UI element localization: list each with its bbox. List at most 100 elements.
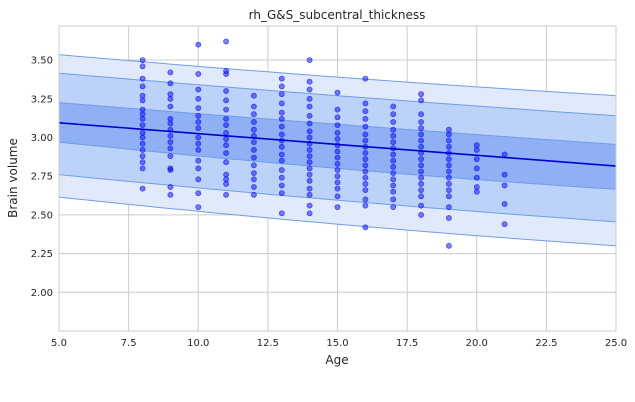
data-point: [473, 156, 480, 162]
data-point: [139, 146, 146, 153]
x-tick-label: 5.0: [51, 338, 67, 349]
data-point: [390, 126, 397, 133]
data-point: [362, 131, 369, 138]
data-point: [418, 156, 424, 162]
data-point: [362, 116, 369, 122]
band-outer-lower-edge: [59, 196, 616, 247]
data-point: [445, 168, 452, 175]
x-tick-label: 22.5: [535, 338, 557, 349]
x-tick-label: 15.0: [326, 338, 348, 349]
data-point: [250, 92, 257, 99]
data-point: [418, 97, 424, 104]
data-point: [278, 182, 285, 189]
data-point: [167, 191, 174, 198]
data-point: [418, 180, 424, 187]
plot-frame: [58, 25, 617, 332]
data-point: [250, 146, 257, 153]
data-point: [334, 129, 341, 136]
band-middle-lower-edge: [59, 174, 616, 223]
data-point: [362, 224, 369, 231]
x-tick-label: 25.0: [605, 338, 627, 349]
data-point: [362, 168, 369, 175]
x-tick-label: 12.5: [257, 338, 279, 349]
data-point: [278, 109, 285, 116]
data-point: [473, 174, 480, 181]
data-point: [250, 170, 257, 176]
data-point: [418, 162, 424, 169]
data-point: [278, 143, 285, 150]
data-point: [306, 57, 313, 63]
data-point: [501, 221, 508, 228]
data-point: [250, 162, 257, 169]
data-point: [223, 38, 229, 45]
data-point: [306, 146, 313, 153]
data-point: [223, 71, 229, 77]
data-point: [306, 185, 313, 192]
data-point: [418, 119, 424, 125]
data-point: [167, 167, 174, 173]
data-point: [139, 153, 146, 159]
y-tick-label: 3.50: [31, 56, 53, 67]
data-point: [362, 108, 369, 115]
data-point: [223, 88, 229, 94]
data-point: [250, 119, 257, 125]
data-point: [362, 187, 369, 193]
data-point: [334, 173, 341, 180]
y-tick-label: 2.00: [31, 288, 53, 299]
data-point: [195, 204, 202, 210]
data-point: [223, 191, 229, 198]
y-tick-label: 2.25: [31, 249, 53, 260]
data-point: [306, 171, 313, 178]
data-point: [139, 159, 146, 166]
data-point: [223, 142, 229, 149]
data-point: [306, 191, 313, 198]
data-point: [390, 163, 397, 170]
data-point: [306, 165, 313, 172]
data-point: [501, 182, 508, 189]
data-point: [167, 145, 174, 152]
data-point: [250, 139, 257, 145]
data-point: [306, 128, 313, 135]
mean-line: [59, 121, 616, 167]
data-point: [334, 193, 341, 200]
data-point: [418, 193, 424, 200]
data-point: [223, 136, 229, 142]
data-point: [418, 174, 424, 181]
data-point: [418, 137, 424, 144]
data-point: [306, 210, 313, 217]
data-point: [445, 180, 452, 187]
data-point: [334, 179, 341, 186]
data-point: [223, 116, 229, 122]
data-point: [418, 211, 424, 218]
data-point: [139, 75, 146, 82]
data-point: [167, 69, 174, 76]
data-point: [306, 177, 313, 184]
data-point: [223, 106, 229, 113]
data-point: [334, 185, 341, 192]
data-point: [278, 75, 285, 82]
data-point: [139, 134, 146, 141]
data-point: [195, 157, 202, 164]
data-point: [250, 176, 257, 183]
data-point: [362, 202, 369, 209]
data-point: [390, 103, 397, 110]
data-point: [306, 120, 313, 127]
data-point: [195, 190, 202, 197]
data-point: [418, 202, 424, 209]
data-point: [278, 83, 285, 90]
data-point: [306, 95, 313, 102]
data-point: [195, 41, 202, 48]
data-point: [334, 167, 341, 173]
data-point: [362, 180, 369, 187]
data-point: [445, 137, 452, 144]
data-point: [139, 165, 146, 172]
x-tick-label: 7.5: [121, 338, 137, 349]
data-point: [167, 95, 174, 102]
data-point: [501, 201, 508, 207]
data-point: [223, 129, 229, 136]
data-point: [390, 119, 397, 125]
data-point: [278, 91, 285, 97]
data-point: [278, 151, 285, 158]
data-point: [250, 191, 257, 198]
data-point: [418, 111, 424, 118]
